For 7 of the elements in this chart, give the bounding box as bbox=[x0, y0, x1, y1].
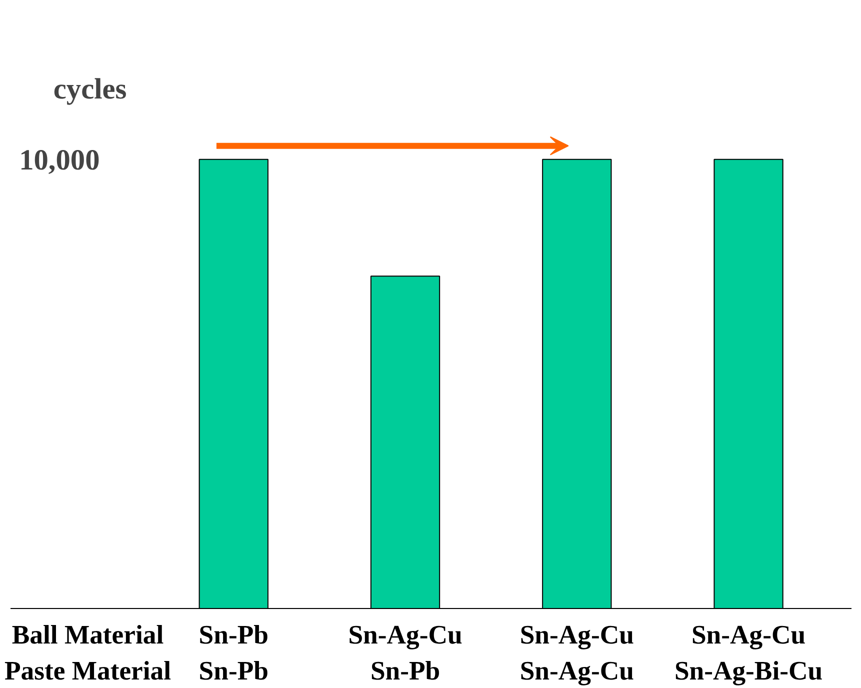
y-axis-title: cycles bbox=[53, 73, 127, 106]
x-tick-label: Sn-Pb Sn-Pb bbox=[198, 620, 268, 686]
text: Ball Material Paste Material bbox=[4, 620, 172, 686]
x-tick-label: Sn-Ag-Cu Sn-Pb bbox=[348, 620, 462, 686]
x-tick-label: Sn-Ag-Cu Sn-Ag-Cu bbox=[520, 620, 634, 686]
annotation: 10,000 bbox=[19, 144, 100, 176]
x-tick-label: Sn-Ag-Cu Sn-Ag-Bi-Cu bbox=[674, 620, 823, 686]
